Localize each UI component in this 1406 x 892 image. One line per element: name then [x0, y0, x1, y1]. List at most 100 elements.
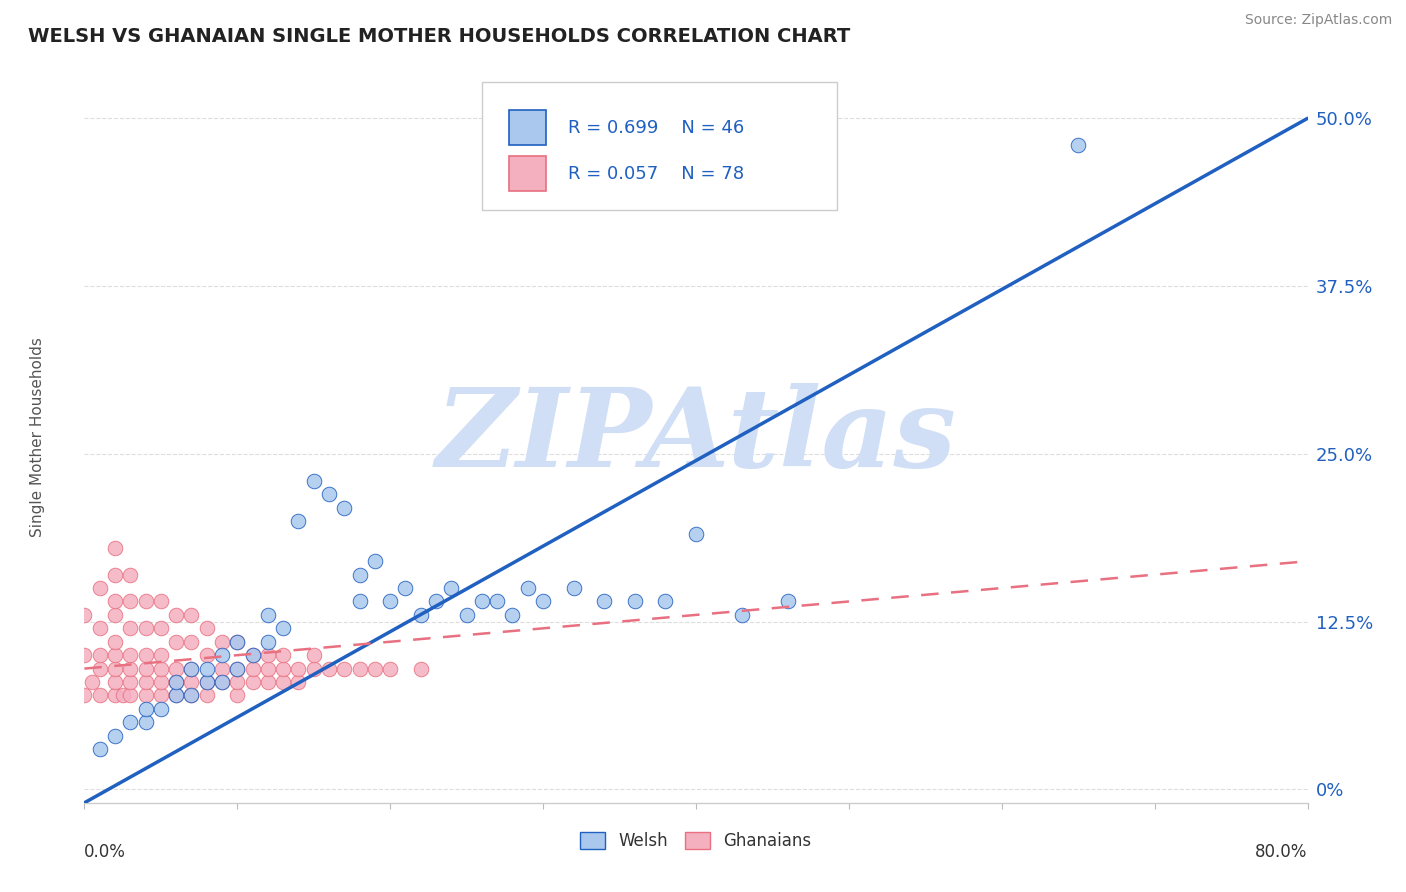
Text: 80.0%: 80.0% — [1256, 843, 1308, 861]
Text: 0.0%: 0.0% — [84, 843, 127, 861]
Point — [149, 689, 172, 703]
Text: R = 0.699    N = 46: R = 0.699 N = 46 — [568, 119, 744, 136]
Point — [226, 662, 249, 676]
Point — [302, 474, 325, 488]
Point — [104, 541, 127, 555]
Text: Source: ZipAtlas.com: Source: ZipAtlas.com — [1244, 13, 1392, 28]
Point — [502, 607, 524, 622]
Point — [226, 634, 249, 648]
Point — [380, 662, 402, 676]
Point — [165, 634, 187, 648]
Point — [257, 634, 280, 648]
Point — [1067, 138, 1090, 153]
Point — [180, 662, 202, 676]
Point — [149, 662, 172, 676]
Point — [104, 675, 127, 690]
Point — [349, 594, 371, 608]
Point — [135, 675, 157, 690]
Point — [120, 567, 142, 582]
Point — [165, 689, 187, 703]
Point — [104, 634, 127, 648]
Point — [195, 648, 218, 662]
Point — [180, 634, 202, 648]
Point — [195, 662, 218, 676]
Point — [287, 662, 309, 676]
Point — [685, 527, 707, 541]
Point — [195, 675, 218, 690]
Point — [349, 662, 371, 676]
Point — [89, 581, 111, 595]
Point — [593, 594, 616, 608]
Point — [195, 689, 218, 703]
Point — [135, 621, 157, 635]
Point — [516, 581, 538, 595]
Point — [654, 594, 676, 608]
Point — [333, 500, 356, 515]
Point — [135, 689, 157, 703]
Point — [135, 715, 157, 730]
Point — [180, 662, 202, 676]
Point — [226, 675, 249, 690]
Point — [89, 689, 111, 703]
Point — [104, 594, 127, 608]
Point — [624, 594, 647, 608]
Point — [318, 487, 340, 501]
Point — [149, 648, 172, 662]
Point — [287, 514, 309, 528]
Point — [111, 689, 134, 703]
FancyBboxPatch shape — [509, 156, 546, 191]
Point — [180, 607, 202, 622]
Point — [440, 581, 463, 595]
Legend: Welsh, Ghanaians: Welsh, Ghanaians — [574, 825, 818, 856]
Point — [287, 675, 309, 690]
Point — [135, 702, 157, 716]
Point — [120, 621, 142, 635]
Point — [471, 594, 494, 608]
Point — [211, 675, 233, 690]
Point — [486, 594, 509, 608]
Point — [149, 621, 172, 635]
Point — [776, 594, 799, 608]
Point — [165, 662, 187, 676]
Point — [409, 607, 432, 622]
Point — [89, 648, 111, 662]
Point — [394, 581, 416, 595]
Point — [73, 689, 96, 703]
Point — [226, 689, 249, 703]
Point — [531, 594, 554, 608]
Point — [318, 662, 340, 676]
Point — [271, 675, 294, 690]
Point — [302, 662, 325, 676]
Point — [135, 662, 157, 676]
Point — [562, 581, 585, 595]
Point — [104, 689, 127, 703]
Point — [195, 621, 218, 635]
Point — [165, 607, 187, 622]
Point — [271, 621, 294, 635]
Point — [120, 594, 142, 608]
Point — [456, 607, 478, 622]
Point — [226, 662, 249, 676]
Point — [242, 648, 264, 662]
Point — [302, 648, 325, 662]
Point — [257, 675, 280, 690]
Text: ZIPAtlas: ZIPAtlas — [436, 384, 956, 491]
Point — [731, 607, 754, 622]
Point — [104, 567, 127, 582]
Point — [149, 594, 172, 608]
Point — [364, 554, 387, 568]
Text: WELSH VS GHANAIAN SINGLE MOTHER HOUSEHOLDS CORRELATION CHART: WELSH VS GHANAIAN SINGLE MOTHER HOUSEHOL… — [28, 27, 851, 45]
Point — [257, 648, 280, 662]
Point — [89, 742, 111, 756]
Point — [409, 662, 432, 676]
Point — [149, 675, 172, 690]
Point — [211, 634, 233, 648]
Point — [380, 594, 402, 608]
Point — [333, 662, 356, 676]
Point — [180, 689, 202, 703]
Point — [425, 594, 447, 608]
Point — [120, 662, 142, 676]
Text: Single Mother Households: Single Mother Households — [31, 337, 45, 537]
Point — [104, 729, 127, 743]
Point — [89, 662, 111, 676]
